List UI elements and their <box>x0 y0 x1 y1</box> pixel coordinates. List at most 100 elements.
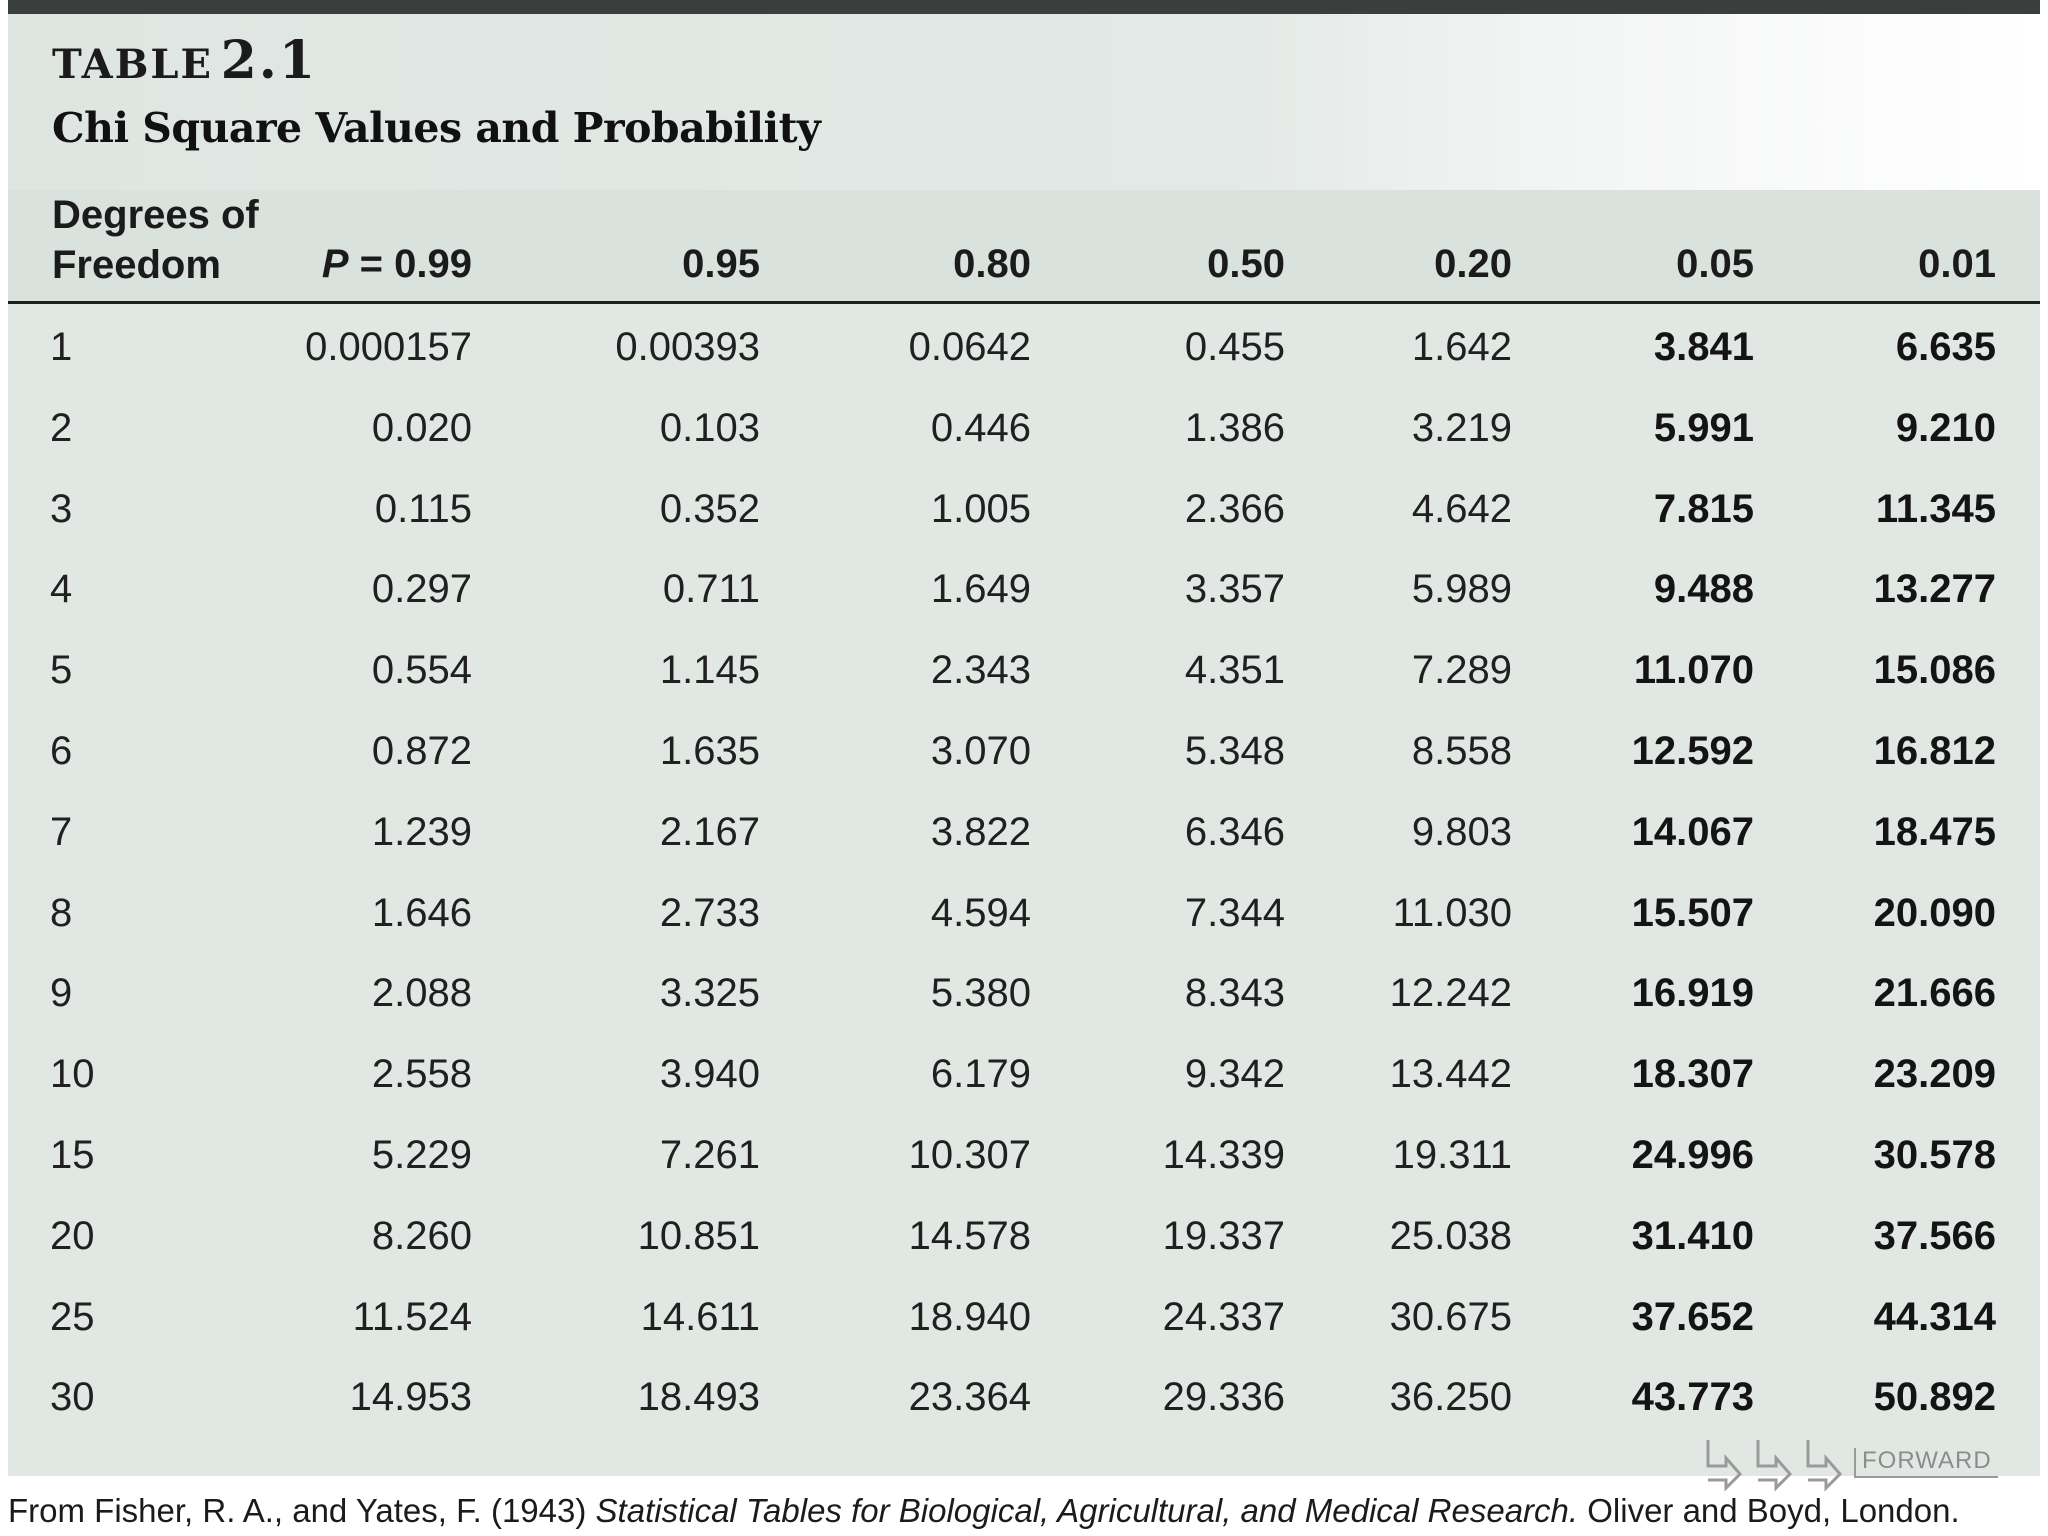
chi-square-cell: 4.594 <box>930 890 1031 935</box>
chi-square-cell: 0.297 <box>371 567 472 612</box>
chi-square-cell: 7.344 <box>1184 890 1285 935</box>
chi-square-cell: 19.337 <box>1162 1213 1285 1258</box>
chi-square-cell: 0.103 <box>659 405 760 450</box>
chi-square-cell: 37.566 <box>1873 1213 1996 1258</box>
chi-square-cell: 6.635 <box>1895 325 1996 369</box>
chi-square-cell: 12.242 <box>1389 971 1512 1016</box>
chi-square-cell: 1.239 <box>371 809 472 854</box>
chi-square-cell: 1.635 <box>659 729 760 773</box>
chi-square-cell: 11.524 <box>352 1294 472 1339</box>
chi-square-cell: 0.115 <box>374 486 472 531</box>
chi-square-cell: 5.991 <box>1653 405 1754 450</box>
chi-square-cell: 3.841 <box>1653 325 1754 369</box>
chi-square-cell: 24.337 <box>1162 1294 1285 1339</box>
chi-square-cell: 0.872 <box>371 729 472 773</box>
chi-square-cell: 11.030 <box>1392 890 1512 935</box>
df-cell: 3 <box>50 486 73 531</box>
df-cell: 2 <box>50 405 73 450</box>
chi-square-cell: 4.351 <box>1184 648 1285 693</box>
forward-arrows-icon <box>1706 1440 1843 1492</box>
chi-square-cell: 1.642 <box>1411 325 1512 369</box>
chi-square-cell: 0.455 <box>1184 325 1285 369</box>
chi-square-cell: 8.558 <box>1411 729 1512 773</box>
chi-square-cell: 18.940 <box>908 1294 1031 1339</box>
chi-square-cell: 10.307 <box>908 1133 1031 1177</box>
chi-square-cell: 18.493 <box>637 1375 760 1420</box>
citation-suffix: Oliver and Boyd, London. <box>1578 1492 1960 1529</box>
df-cell: 6 <box>50 729 73 773</box>
chi-square-cell: 0.00393 <box>615 325 760 369</box>
chi-square-cell: 5.229 <box>371 1133 472 1177</box>
chi-square-cell: 3.219 <box>1411 405 1512 450</box>
chi-square-cell: 5.348 <box>1184 729 1285 773</box>
chi-square-cell: 25.038 <box>1389 1213 1512 1258</box>
chi-square-cell: 19.311 <box>1392 1133 1512 1177</box>
p-equals: = <box>348 242 395 286</box>
probability-header-0: P = 0.99 <box>322 242 472 287</box>
table-label: TABLE 2.1 <box>52 30 317 91</box>
chi-square-cell: 1.145 <box>659 648 760 693</box>
chi-square-cell: 13.277 <box>1873 567 1996 612</box>
df-cell: 7 <box>50 809 73 854</box>
chi-square-cell: 31.410 <box>1631 1213 1754 1258</box>
table-number: 2.1 <box>220 30 318 91</box>
chi-square-cell: 43.773 <box>1631 1375 1754 1420</box>
chi-square-cell: 36.250 <box>1389 1375 1512 1420</box>
probability-header-1: 0.95 <box>682 242 760 286</box>
chi-square-cell: 9.342 <box>1184 1052 1285 1097</box>
df-cell: 20 <box>50 1213 95 1258</box>
probability-value: 0.99 <box>394 242 472 286</box>
chi-square-cell: 9.210 <box>1895 405 1996 450</box>
chi-square-cell: 2.343 <box>930 648 1031 693</box>
p-symbol: P <box>321 242 349 286</box>
chi-square-cell: 12.592 <box>1631 729 1754 773</box>
chi-square-cell: 18.307 <box>1631 1052 1754 1097</box>
source-citation: From Fisher, R. A., and Yates, F. (1943)… <box>8 1492 1960 1530</box>
chi-square-cell: 13.442 <box>1389 1052 1512 1097</box>
chi-square-cell: 0.020 <box>371 405 472 450</box>
chi-square-cell: 3.325 <box>659 971 760 1016</box>
forward-button-label[interactable]: FORWARD <box>1854 1448 1998 1478</box>
chi-square-cell: 23.364 <box>908 1375 1031 1420</box>
chi-square-cell: 16.812 <box>1873 729 1996 773</box>
df-cell: 30 <box>50 1375 95 1420</box>
chi-square-cell: 14.339 <box>1162 1133 1285 1177</box>
top-rule <box>8 0 2040 14</box>
chi-square-cell: 21.666 <box>1873 971 1996 1016</box>
chi-square-cell: 44.314 <box>1873 1294 1996 1339</box>
chi-square-cell: 0.554 <box>371 648 472 693</box>
chi-square-cell: 2.558 <box>371 1052 472 1097</box>
chi-square-cell: 0.711 <box>662 567 760 612</box>
probability-header-4: 0.20 <box>1434 242 1512 286</box>
chi-square-cell: 2.366 <box>1184 486 1285 531</box>
df-cell: 8 <box>50 890 73 935</box>
probability-header-5: 0.05 <box>1676 242 1754 286</box>
chi-square-cell: 3.822 <box>930 809 1031 854</box>
chi-square-cell: 8.343 <box>1184 971 1285 1016</box>
df-cell: 5 <box>50 648 73 693</box>
chi-square-cell: 4.642 <box>1411 486 1512 531</box>
chi-square-cell: 2.733 <box>659 890 760 935</box>
table-title: Chi Square Values and Probability <box>52 104 821 152</box>
chi-square-cell: 1.005 <box>930 486 1031 531</box>
header-rule <box>8 301 2040 304</box>
chi-square-cell: 6.179 <box>930 1052 1031 1097</box>
citation-book: Statistical Tables for Biological, Agric… <box>595 1492 1579 1529</box>
chi-square-cell: 9.488 <box>1653 567 1754 612</box>
df-header-line2: Freedom <box>52 243 221 287</box>
chi-square-cell: 7.289 <box>1411 648 1512 693</box>
chi-square-cell: 14.578 <box>908 1213 1031 1258</box>
chi-square-cell: 50.892 <box>1873 1375 1996 1420</box>
chi-square-cell: 0.446 <box>930 405 1031 450</box>
chi-square-cell: 3.070 <box>930 729 1031 773</box>
probability-header-3: 0.50 <box>1207 242 1285 286</box>
chi-square-cell: 15.507 <box>1631 890 1754 935</box>
chi-square-cell: 11.345 <box>1875 486 1996 531</box>
probability-header-6: 0.01 <box>1918 242 1996 286</box>
forward-nav[interactable]: FORWARD <box>1700 1436 2020 1492</box>
chi-square-cell: 5.380 <box>930 971 1031 1016</box>
chi-square-cell: 29.336 <box>1162 1375 1285 1420</box>
chi-square-cell: 30.675 <box>1389 1294 1512 1339</box>
chi-square-cell: 6.346 <box>1184 809 1285 854</box>
chi-square-cell: 14.611 <box>640 1294 760 1339</box>
